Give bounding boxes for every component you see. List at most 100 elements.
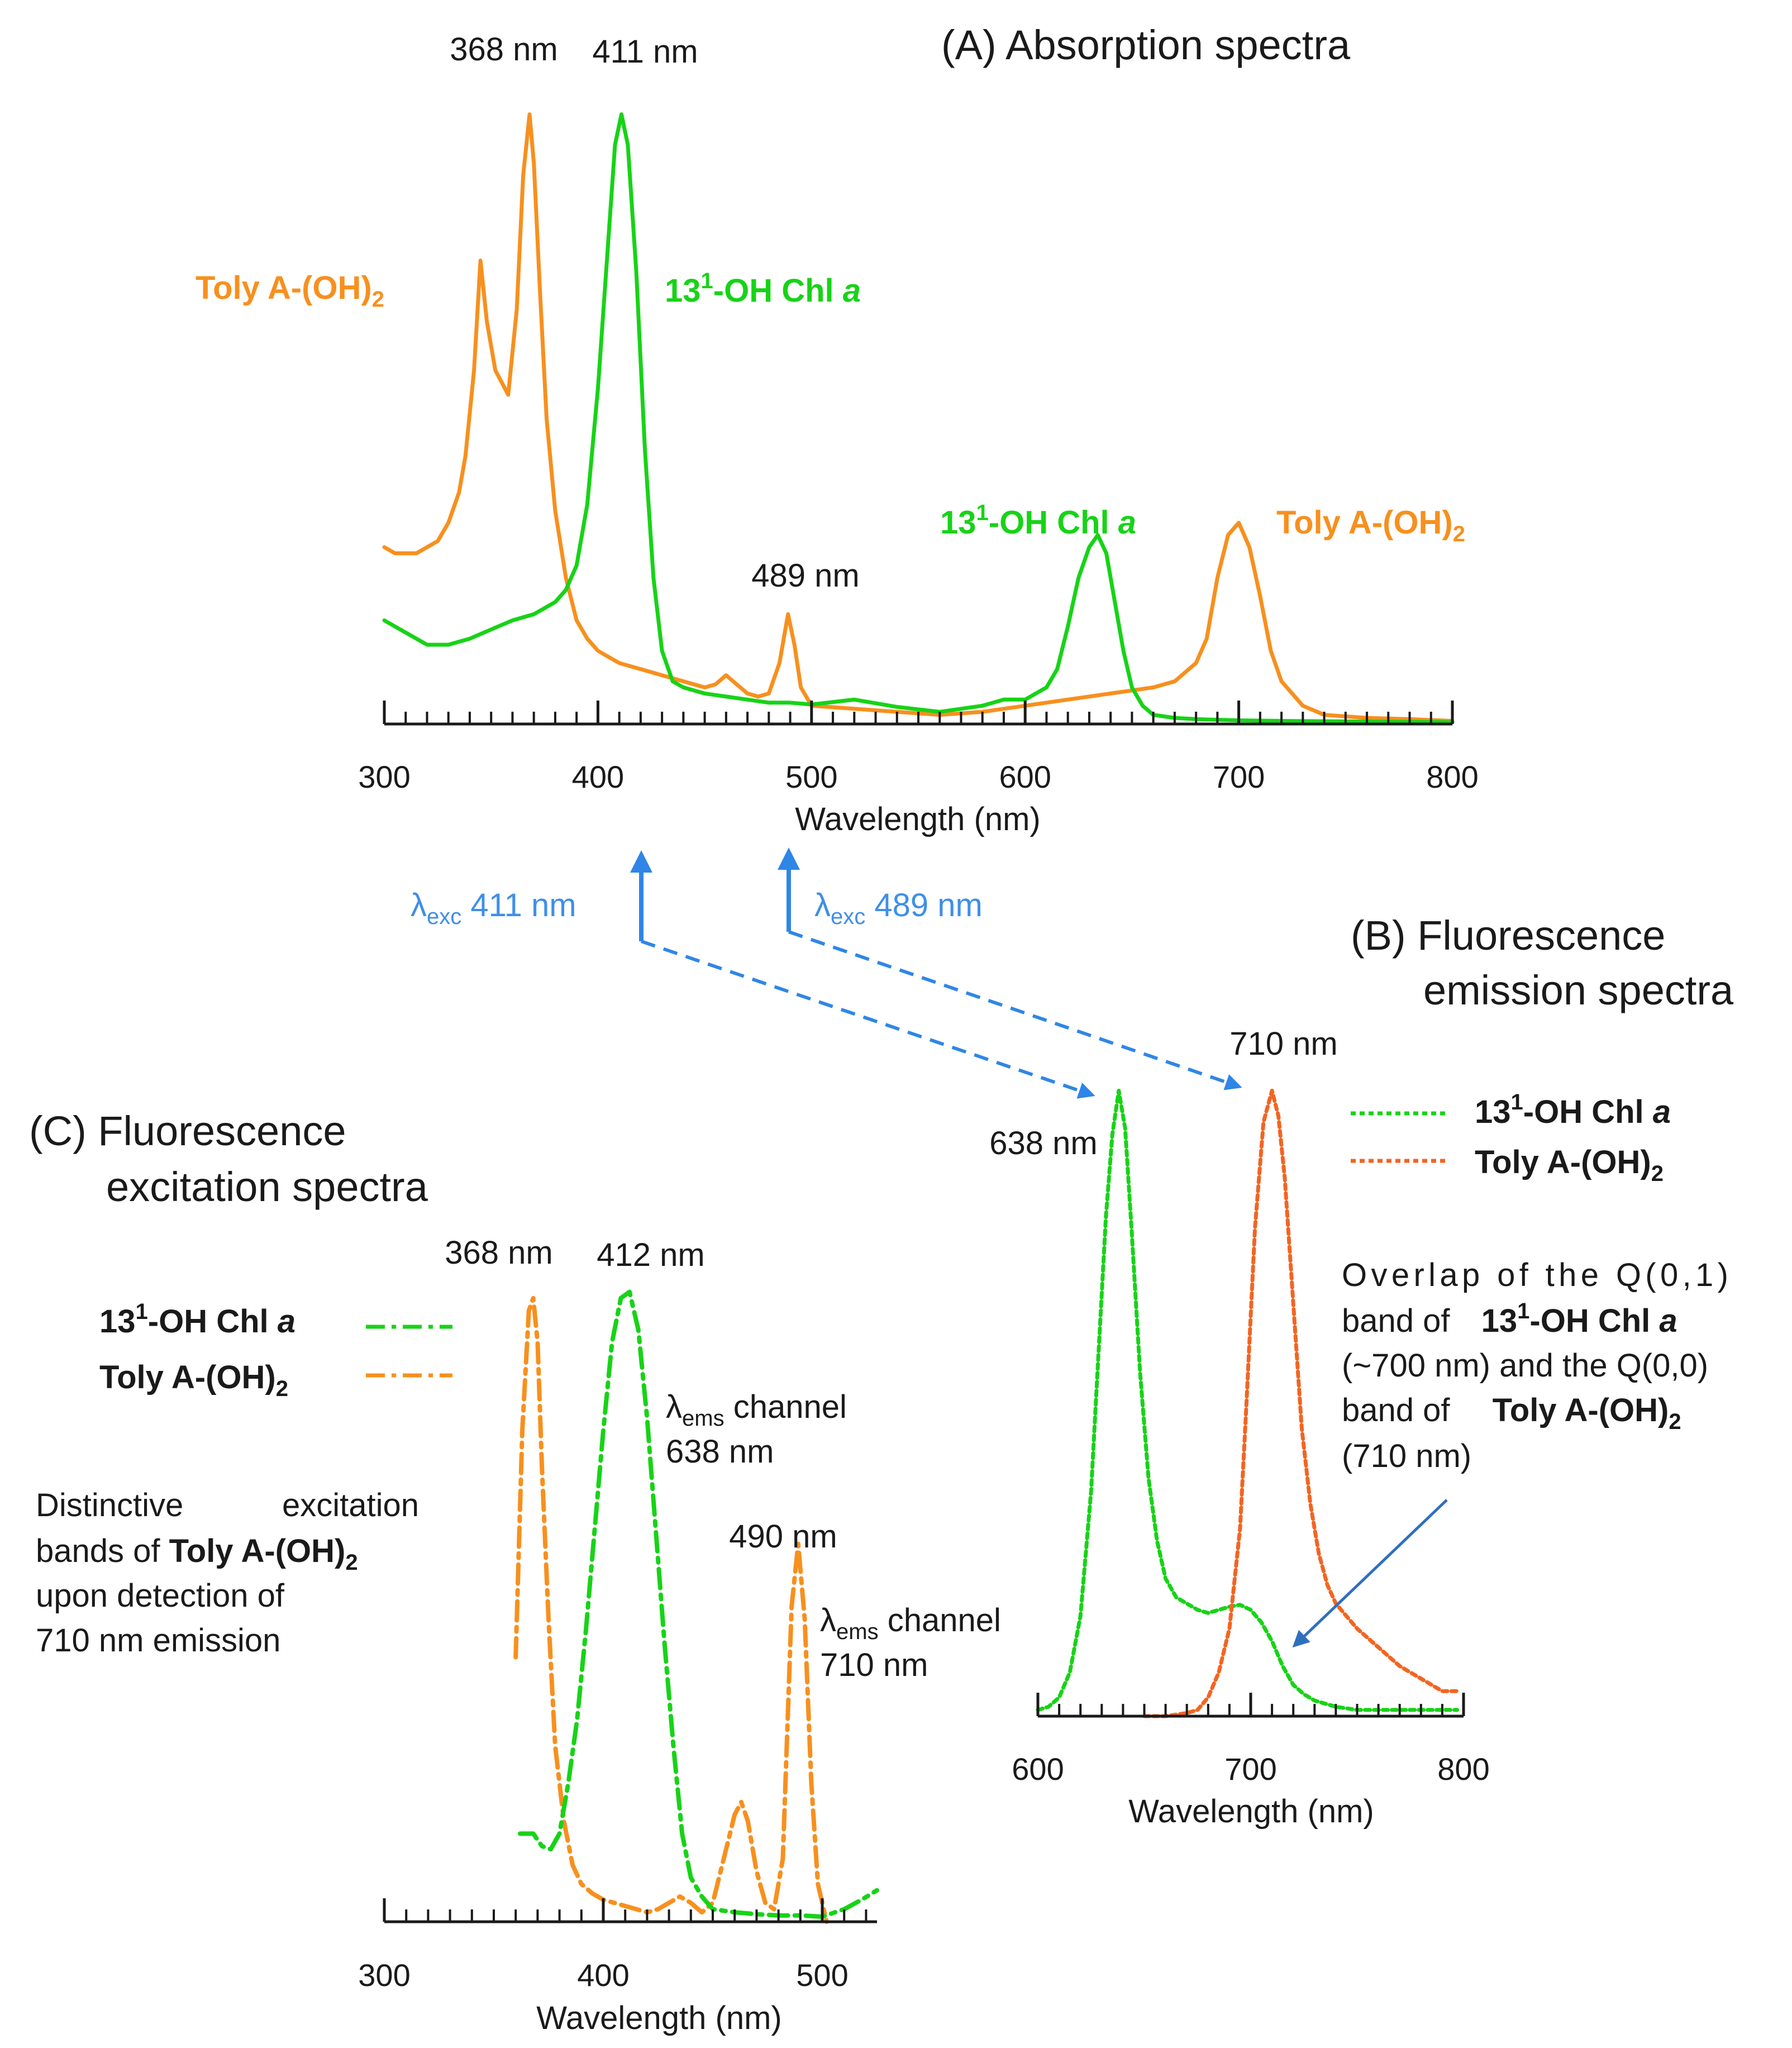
panel-a-peak-368-label: 368 nm: [450, 31, 557, 68]
panel-a-tick-label-300: 300: [358, 759, 410, 794]
excitation-489-dashed-arrow: [788, 930, 1242, 1090]
legend-b-chl-label: 131-OH Chl a: [1475, 1090, 1671, 1130]
legend-c-chl-base: 13: [99, 1303, 136, 1340]
toly-label-base: Toly A-(OH): [196, 270, 372, 306]
overlap-line-4-sub: 2: [1669, 1409, 1681, 1434]
legend-c-chl-ital: a: [278, 1303, 296, 1340]
panel-b-peak-710-label: 710 nm: [1229, 1026, 1337, 1062]
legend-b-chl-sup: 1: [1511, 1090, 1523, 1115]
panel-c: (C) Fluorescence excitation spectra 300 4…: [29, 1108, 1001, 2036]
panel-a-chl-soret-label: 131-OH Chl a: [665, 269, 861, 309]
chl-q-label-base: 13: [940, 504, 976, 541]
panel-c-series-1-line: [518, 1289, 879, 1919]
distinctive-line-4: 710 nm emission: [36, 1622, 280, 1659]
overlap-note-line-1: Overlap of the Q(0,1): [1342, 1257, 1728, 1293]
panel-b-tick-label-800: 800: [1437, 1751, 1489, 1787]
distinctive-line-2-bold: Toly A-(OH): [169, 1533, 346, 1569]
legend-c-toly-base: Toly A-(OH): [99, 1359, 276, 1396]
overlap-note-line-3: (~700 nm) and the Q(0,0): [1342, 1347, 1708, 1384]
panel-b-peak-638-label: 638 nm: [989, 1125, 1097, 1161]
distinctive-line-2: bands of Toly A-(OH)2: [36, 1533, 358, 1575]
overlap-note-line-5: (710 nm): [1342, 1438, 1471, 1474]
distinctive-note: Distinctive excitation bands of Toly A-(…: [36, 1487, 419, 1659]
panel-c-plot-area: [513, 1289, 879, 1924]
chl-label-mid: -OH Chl: [713, 273, 843, 309]
panel-b-series-1-line: [1142, 1088, 1460, 1718]
legend-b-chl-mid: -OH Chl: [1523, 1094, 1653, 1130]
channel-710-sub: ems: [836, 1620, 879, 1644]
lambda-symbol-2: λ: [814, 887, 831, 923]
legend-c-chl-sup: 1: [136, 1299, 148, 1324]
channel-710-value: 710 nm: [820, 1647, 928, 1683]
chl-q-label-mid: -OH Chl: [989, 504, 1118, 541]
panel-c-title-line-2: excitation spectra: [106, 1164, 428, 1210]
legend-b-chl-ital: a: [1653, 1094, 1671, 1130]
panel-a-chl-q-label: 131-OH Chl a: [940, 501, 1136, 541]
panel-b-x-axis-title: Wavelength (nm): [1128, 1793, 1374, 1830]
legend-b-toly-label: Toly A-(OH)2: [1475, 1144, 1664, 1186]
panel-c-peak-490-label: 490 nm: [729, 1518, 837, 1555]
panel-a-x-axis: 300 400 500 600 700 800: [358, 701, 1479, 794]
overlap-callout-arrow: [1292, 1499, 1448, 1648]
panel-c-tick-label-300: 300: [358, 1957, 410, 1993]
panel-c-legend: 131-OH Chl a Toly A-(OH)2: [99, 1299, 452, 1401]
overlap-line-2-sup: 1: [1517, 1299, 1529, 1323]
panel-a-toly-soret-label: Toly A-(OH)2: [196, 270, 384, 312]
panel-b-tick-label-700: 700: [1224, 1751, 1276, 1787]
legend-c-toly-label: Toly A-(OH)2: [99, 1359, 288, 1401]
exc-subscript: exc: [427, 904, 461, 929]
overlap-line-4-pre: band of: [1342, 1392, 1459, 1428]
panel-a-series-1-line: [382, 112, 1455, 725]
panel-a-tick-label-600: 600: [999, 759, 1051, 794]
excitation-arrows: λexc 411 nm λexc 489 nm: [411, 847, 1242, 1099]
panel-c-title-line-1: (C) Fluorescence: [29, 1108, 346, 1154]
distinctive-line-1b: excitation: [282, 1487, 419, 1523]
overlap-line-2-ital: a: [1659, 1303, 1677, 1339]
toly-q-label-subscript: 2: [1453, 522, 1465, 546]
panel-a-tick-label-800: 800: [1426, 759, 1478, 794]
panel-a-title: (A) Absorption spectra: [941, 22, 1351, 68]
overlap-line-2-pre: band of: [1342, 1303, 1459, 1339]
distinctive-line-2-pre: bands of: [36, 1533, 169, 1569]
exc-value-2: 489 nm: [865, 887, 983, 923]
overlap-note-line-2: band of 131-OH Chl a: [1342, 1299, 1677, 1339]
panel-a-plot-area: [382, 112, 1455, 725]
distinctive-line-1a: Distinctive: [36, 1487, 183, 1523]
exc-subscript-2: exc: [831, 904, 865, 929]
legend-b-toly-sub: 2: [1651, 1161, 1664, 1186]
panel-c-peak-412-label: 412 nm: [597, 1237, 704, 1273]
panel-c-series-0-line: [513, 1296, 829, 1924]
distinctive-line-3: upon detection of: [36, 1578, 285, 1614]
overlap-line-2-bold: 13: [1481, 1303, 1518, 1339]
excitation-489-label: λexc 489 nm: [814, 887, 983, 929]
panel-c-peak-368-label: 368 nm: [445, 1235, 552, 1271]
overlap-note-line-4: band of Toly A-(OH)2: [1342, 1392, 1681, 1434]
excitation-411-dashed-arrow: [641, 940, 1095, 1099]
channel-638-text: channel: [725, 1389, 847, 1425]
panel-b-title-line-1: (B) Fluorescence: [1351, 912, 1665, 959]
legend-c-chl-label: 131-OH Chl a: [99, 1299, 296, 1340]
panel-a-tick-label-400: 400: [572, 759, 624, 794]
channel-638-value: 638 nm: [666, 1433, 774, 1470]
toly-q-label-base: Toly A-(OH): [1276, 504, 1453, 541]
channel-710-label: λems channel: [820, 1602, 1001, 1644]
panel-b-x-axis: 600 700 800: [1012, 1693, 1490, 1787]
panel-a-toly-q-label: Toly A-(OH)2: [1276, 504, 1465, 546]
channel-638-lambda: λ: [666, 1389, 682, 1425]
panel-c-tick-label-400: 400: [577, 1957, 629, 1993]
panel-c-x-axis: 300 400 500: [358, 1898, 877, 1993]
overlap-line-4-bold: Toly A-(OH): [1493, 1392, 1669, 1428]
legend-b-chl-base: 13: [1475, 1094, 1511, 1130]
overlap-note: Overlap of the Q(0,1) band of 131-OH Chl…: [1292, 1257, 1728, 1648]
legend-c-chl-mid: -OH Chl: [148, 1303, 278, 1340]
chl-q-label-superscript: 1: [976, 501, 989, 525]
legend-c-toly-sub: 2: [276, 1377, 288, 1401]
panel-a-series-0-line: [382, 112, 1455, 723]
panel-a-peak-489-label: 489 nm: [751, 558, 859, 594]
panel-a-tick-label-700: 700: [1213, 759, 1265, 794]
panel-b: (B) Fluorescence emission spectra 600 700…: [989, 912, 1734, 1830]
panel-b-tick-label-600: 600: [1012, 1751, 1064, 1787]
channel-710-lambda: λ: [820, 1602, 836, 1639]
channel-638-sub: ems: [682, 1406, 725, 1431]
